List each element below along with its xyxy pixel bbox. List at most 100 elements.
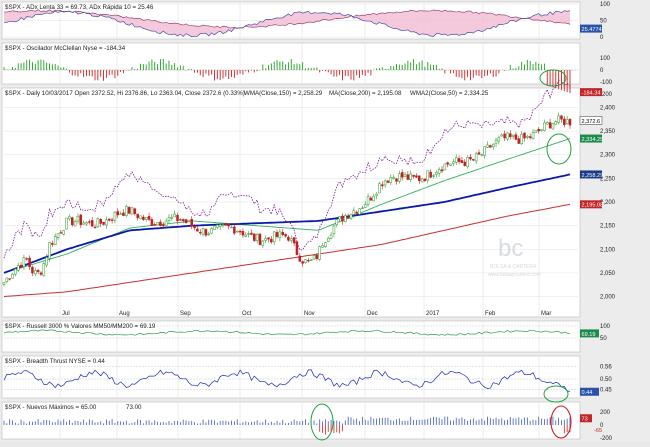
candle-body: [324, 242, 327, 247]
candle-body: [528, 136, 532, 139]
candle-body: [563, 118, 566, 125]
candle-body: [400, 172, 404, 178]
candle-body: [443, 163, 447, 171]
candle-body: [446, 162, 449, 165]
adx-y-tick: 50: [600, 19, 607, 25]
candle-body: [412, 174, 415, 177]
price-y-tick: 2,350: [600, 129, 616, 135]
candle-body: [312, 255, 316, 260]
price-panel: [1, 87, 581, 318]
candle-body: [162, 224, 165, 226]
candle-body: [403, 174, 407, 177]
highs-y-tick: 200: [600, 410, 611, 416]
price-y-tick: 2,400: [600, 105, 616, 111]
candle-body: [497, 137, 501, 142]
candle-body: [28, 257, 31, 268]
adx-header: $SPX - ADx Lenta 33 = 69.73, ADx Rápida …: [5, 4, 154, 11]
candle-body: [153, 224, 156, 226]
candle-body: [557, 115, 560, 123]
candle-body: [284, 234, 287, 237]
candle-body: [179, 219, 182, 221]
grid-lines: [4, 2, 578, 439]
highs-value-badge: 73: [582, 417, 588, 423]
candle-body: [315, 255, 319, 259]
candle-body: [415, 175, 418, 178]
candle-body: [2, 282, 6, 285]
candle-body: [406, 174, 410, 180]
candle-body: [147, 216, 151, 220]
candle-body: [31, 266, 34, 274]
candle-body: [127, 207, 131, 214]
candle-body: [326, 237, 330, 242]
candle-body: [457, 158, 461, 162]
candle-body: [378, 183, 381, 194]
price-y-tick: 2,250: [600, 176, 616, 182]
candle-body: [463, 161, 467, 166]
candle-body: [369, 197, 373, 201]
candle-body: [130, 207, 134, 215]
candle-body: [139, 215, 142, 220]
candle-body: [301, 261, 304, 264]
highs-nov-circle: [310, 403, 334, 441]
candle-body: [22, 257, 26, 267]
candle-body: [53, 236, 57, 246]
candle-body: [568, 118, 572, 126]
candle-body: [213, 226, 216, 230]
candle-body: [389, 177, 393, 183]
candle-body: [76, 215, 80, 222]
candle-body: [545, 122, 549, 125]
candle-body: [204, 229, 208, 236]
candle-body: [554, 121, 558, 125]
axis-ticks: Jul Aug Sep Oct Nov Dec 2017 Feb Mar 2,400 2,350 2,…: [62, 2, 616, 442]
x-tick-label: Oct: [242, 311, 252, 317]
candle-body: [176, 214, 179, 222]
candle-body: [181, 219, 185, 221]
wma50-badge-bg: [580, 134, 602, 143]
candle-body: [34, 270, 37, 275]
price-y-tick: 2,000: [600, 295, 616, 301]
russell-y-tick: 100: [600, 324, 611, 330]
candle-body: [36, 270, 40, 272]
ma200-label: MA(Close,200) = 2,195.08: [329, 90, 402, 97]
candle-body: [332, 225, 336, 234]
candle-body: [486, 144, 489, 148]
candle-body: [409, 173, 412, 180]
breadth-y-tick: 0.56: [600, 364, 612, 370]
candle-body: [278, 231, 282, 239]
candle-body: [321, 245, 324, 248]
candle-body: [435, 172, 438, 175]
candle-body: [352, 210, 356, 215]
candle-body: [39, 272, 43, 275]
adx-y-tick: 0: [600, 35, 604, 41]
x-tick-label: Nov: [304, 311, 315, 317]
adx-y-tick: 100: [600, 2, 611, 8]
candle-body: [261, 240, 265, 246]
candle-body: [341, 215, 344, 222]
candle-body: [170, 217, 174, 219]
candle-body: [338, 216, 341, 220]
candle-body: [309, 259, 313, 261]
close-badge-bg: [579, 116, 603, 125]
candle-body: [113, 211, 117, 221]
candle-body: [520, 133, 523, 145]
candle-body: [290, 238, 293, 241]
price-y-tick: 2,300: [600, 153, 616, 159]
highs-header: $SPX - Nuevos Máximos = 65.00: [5, 404, 97, 411]
candle-body: [184, 219, 188, 223]
candle-body: [335, 219, 339, 225]
candle-body: [133, 208, 137, 214]
candle-body: [5, 277, 9, 282]
breadth-header: $SPX - Breadth Thrust NYSE = 0.44: [5, 358, 105, 365]
candle-body: [79, 214, 83, 225]
breadth-panel: [1, 355, 581, 399]
upper-band-line: [3, 79, 571, 259]
adx-slow-line: [3, 9, 571, 29]
candle-body: [125, 206, 128, 216]
candle-body: [523, 132, 526, 139]
candle-body: [537, 129, 540, 132]
candle-body: [144, 217, 148, 220]
annotation-circles: [310, 69, 572, 441]
candle-body: [358, 208, 361, 215]
price-y-tick: 2,100: [600, 247, 616, 253]
candle-body: [59, 232, 63, 234]
